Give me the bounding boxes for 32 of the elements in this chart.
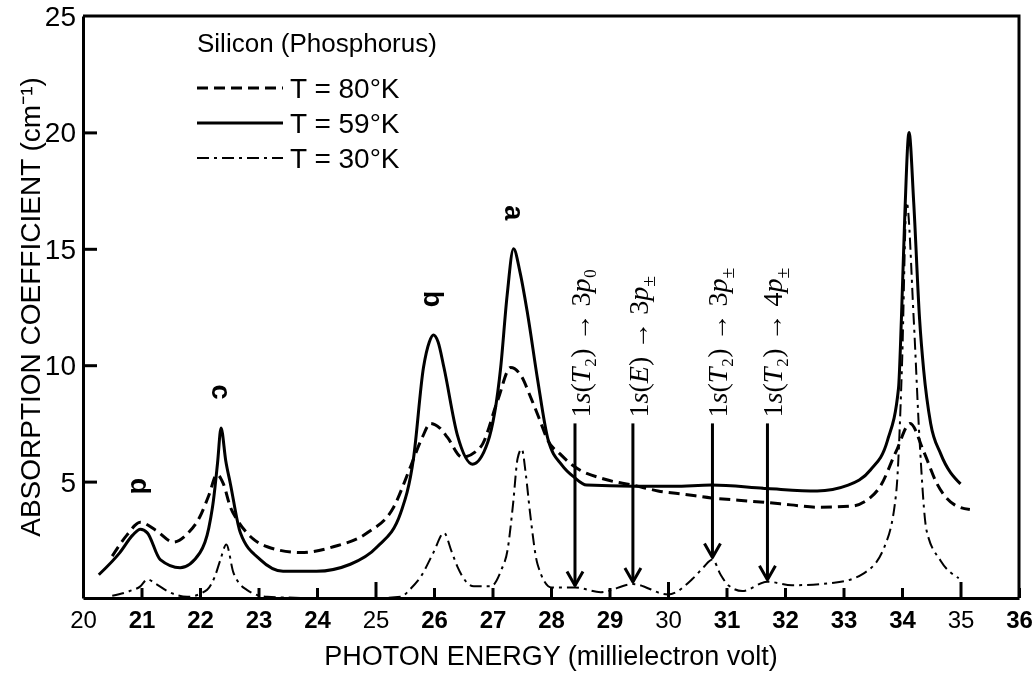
- legend-label: T = 80°K: [290, 72, 400, 104]
- y-tick-label: 15: [44, 233, 76, 265]
- x-tick-label: 31: [713, 605, 741, 633]
- x-tick-label: 24: [304, 605, 332, 633]
- x-tick-label: 21: [128, 605, 156, 633]
- x-tick-label: 35: [947, 605, 975, 633]
- x-tick-label: 32: [772, 605, 799, 633]
- x-tick-label: 28: [538, 605, 565, 633]
- y-tick-label: 10: [44, 350, 76, 382]
- annotation: d: [125, 478, 156, 495]
- legend-label: T = 30°K: [290, 142, 400, 174]
- x-axis-title: PHOTON ENERGY (millielectron volt): [324, 641, 778, 671]
- legend-title: Silicon (Phosphorus): [197, 28, 437, 58]
- x-tick-label: 30: [655, 605, 682, 633]
- x-tick-label: 20: [70, 605, 97, 633]
- y-axis-title: ABSORPTION COEFFICIENT (cm⁻¹): [14, 77, 46, 537]
- x-tick-label: 29: [596, 605, 624, 633]
- annotation: a: [498, 205, 529, 222]
- x-tick-label: 22: [187, 605, 214, 633]
- annotation: b: [418, 290, 449, 308]
- x-tick-label: 33: [830, 605, 858, 633]
- y-tick-label: 5: [60, 466, 76, 498]
- x-tick-label: 26: [421, 605, 448, 633]
- x-tick-label: 27: [479, 605, 507, 633]
- annotation: c: [206, 384, 237, 400]
- x-tick-label: 34: [889, 605, 917, 633]
- legend-label: T = 59°K: [290, 107, 400, 139]
- x-tick-label: 23: [245, 605, 273, 633]
- x-tick-label: 25: [362, 605, 390, 633]
- annotation: 1s(T₂) → 3p₀: [564, 268, 596, 418]
- y-tick-label: 25: [44, 1, 76, 32]
- x-tick-label: 36: [1006, 605, 1032, 633]
